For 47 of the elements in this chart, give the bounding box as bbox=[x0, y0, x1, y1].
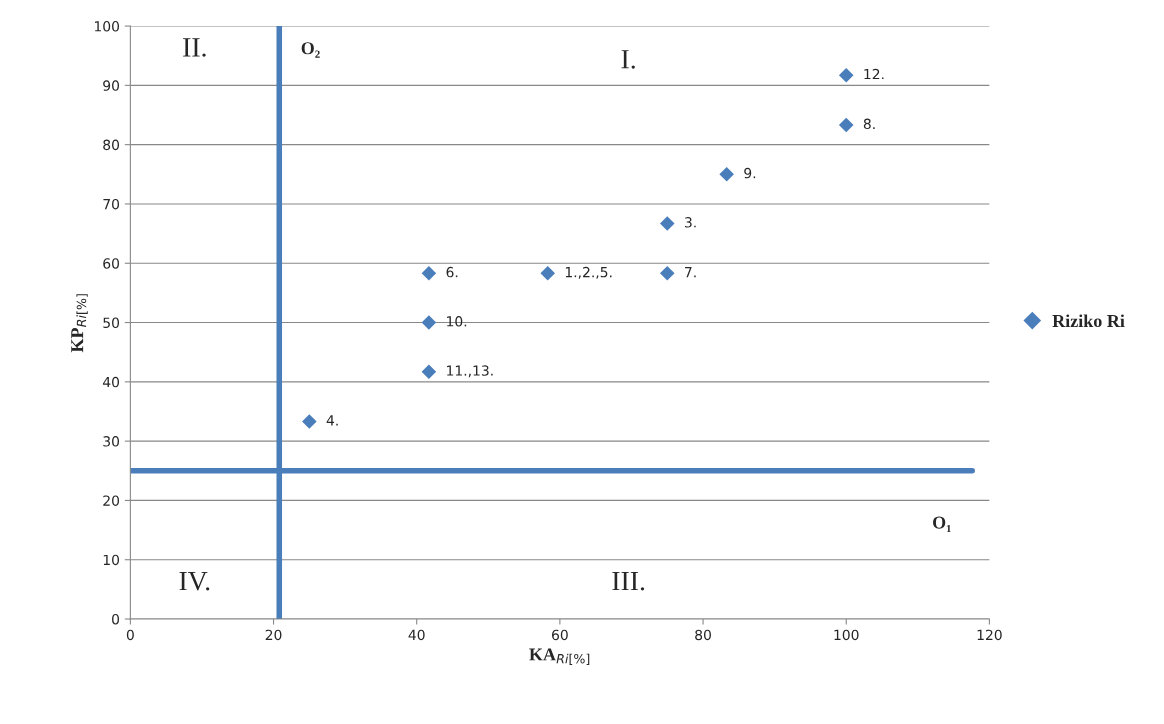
y-axis-title: KP$_{Ri[%]}$ bbox=[71, 294, 88, 353]
x-tick-label: 100 bbox=[834, 629, 859, 641]
y-tick-label: 0 bbox=[112, 613, 120, 625]
point bbox=[540, 266, 555, 281]
annotation: IV. bbox=[179, 571, 210, 591]
annotation: 8. bbox=[863, 118, 875, 130]
y-tick-label: 90 bbox=[103, 80, 120, 91]
point bbox=[302, 414, 317, 429]
legend-label: Riziko Ri bbox=[1052, 314, 1125, 328]
annotation: I. bbox=[621, 50, 635, 69]
x-tick-label: 40 bbox=[408, 629, 425, 641]
y-tick-label: 20 bbox=[103, 495, 120, 506]
point bbox=[659, 266, 675, 281]
y-tick-label: 80 bbox=[103, 139, 120, 151]
point bbox=[659, 216, 675, 231]
annotation: 11.,13. bbox=[447, 365, 493, 378]
point bbox=[421, 364, 437, 380]
y-tick-label: 100 bbox=[94, 21, 120, 32]
annotation: 10. bbox=[447, 316, 467, 327]
y-tick-label: 10 bbox=[103, 554, 120, 566]
point bbox=[421, 266, 437, 281]
point bbox=[838, 68, 854, 83]
ref-line-label: O₁ bbox=[933, 516, 951, 533]
x-tick-label: 0 bbox=[126, 629, 134, 641]
annotation: 3. bbox=[684, 217, 696, 228]
annotation: II. bbox=[183, 38, 206, 57]
x-tick-label: 120 bbox=[977, 629, 1002, 641]
y-tick-label: 50 bbox=[103, 317, 120, 329]
annotation: III. bbox=[612, 571, 645, 591]
annotation: 9. bbox=[744, 167, 756, 179]
point bbox=[719, 167, 734, 182]
annotation: 6. bbox=[446, 266, 458, 278]
x-tick-label: 60 bbox=[552, 629, 568, 641]
x-tick-label: 20 bbox=[265, 629, 282, 641]
y-tick-label: 60 bbox=[103, 258, 120, 269]
annotation: 7. bbox=[685, 267, 696, 278]
point bbox=[421, 315, 437, 330]
y-tick-label: 40 bbox=[102, 376, 120, 388]
x-axis-title: KA$_{Ri[%]}$ bbox=[529, 648, 590, 665]
y-tick-label: 30 bbox=[103, 436, 120, 447]
annotation: 12. bbox=[864, 68, 884, 80]
y-tick-label: 70 bbox=[103, 198, 120, 210]
annotation: 4. bbox=[326, 415, 338, 426]
point bbox=[838, 117, 854, 133]
annotation: 1.,2.,5. bbox=[565, 266, 612, 279]
ref-line-label: O₂ bbox=[301, 42, 320, 58]
x-tick-label: 80 bbox=[695, 629, 711, 641]
